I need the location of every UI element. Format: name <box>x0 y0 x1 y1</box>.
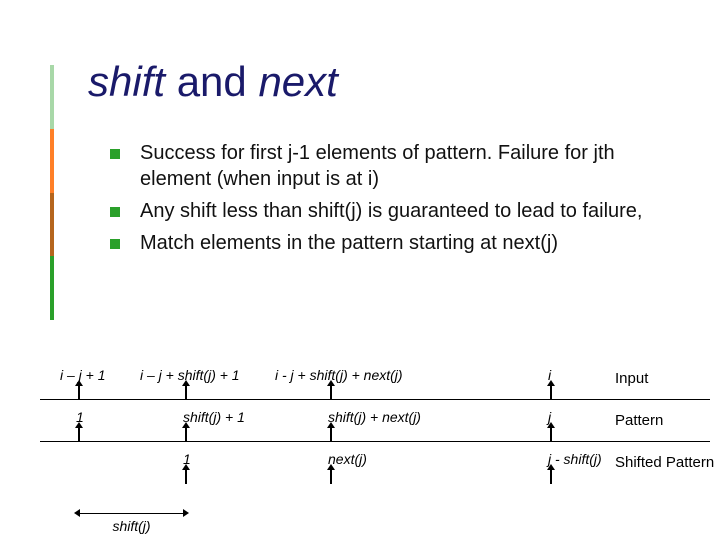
diagram-row-shifted: 1 next(j) j - shift(j) Shifted Pattern <box>40 454 710 484</box>
tick <box>550 470 552 484</box>
tick <box>550 386 552 400</box>
tick <box>550 428 552 442</box>
tick <box>330 470 332 484</box>
accent-seg-3 <box>50 256 54 320</box>
tick-label: 1 <box>183 451 191 467</box>
bullet-text: Success for first j-1 elements of patter… <box>140 140 670 192</box>
diagram-row-pattern: 1 shift(j) + 1 shift(j) + next(j) j Patt… <box>40 412 710 442</box>
tick-label: 1 <box>76 409 84 425</box>
bullet-list: Success for first j-1 elements of patter… <box>110 140 670 262</box>
tick <box>330 386 332 400</box>
tick <box>185 428 187 442</box>
tick <box>78 428 80 442</box>
bullet-marker-icon <box>110 239 120 249</box>
bullet-item: Match elements in the pattern starting a… <box>110 230 670 256</box>
arrow-left-icon <box>74 509 80 517</box>
tick-label: j - shift(j) <box>548 451 602 467</box>
alignment-diagram: i – j + 1 i – j + shift(j) + 1 i - j + s… <box>40 370 710 534</box>
title-word1: shift <box>88 58 165 105</box>
row-line <box>40 399 710 401</box>
accent-seg-1 <box>50 129 54 193</box>
tick-label: i - j + shift(j) + next(j) <box>275 367 403 383</box>
arrow-right-icon <box>183 509 189 517</box>
tick <box>185 470 187 484</box>
tick-label: shift(j) + next(j) <box>328 409 421 425</box>
shift-arrow-label: shift(j) <box>112 518 150 534</box>
row-line <box>40 441 710 443</box>
shift-arrow-row: shift(j) <box>40 494 710 524</box>
bullet-item: Any shift less than shift(j) is guarante… <box>110 198 670 224</box>
tick <box>78 386 80 400</box>
bullet-marker-icon <box>110 207 120 217</box>
row-label: Shifted Pattern <box>615 454 714 471</box>
slide-title: shift and next <box>88 58 338 106</box>
bullet-text: Any shift less than shift(j) is guarante… <box>140 198 670 224</box>
accent-bar <box>50 65 54 320</box>
double-arrow-icon: shift(j) <box>80 513 183 515</box>
tick-label: shift(j) + 1 <box>183 409 245 425</box>
title-word2: and <box>165 58 258 105</box>
bullet-marker-icon <box>110 149 120 159</box>
tick <box>330 428 332 442</box>
tick-label: i – j + 1 <box>60 367 106 383</box>
accent-seg-0 <box>50 65 54 129</box>
tick-label: i <box>548 367 551 383</box>
bullet-text: Match elements in the pattern starting a… <box>140 230 670 256</box>
row-label: Pattern <box>615 412 663 429</box>
tick <box>185 386 187 400</box>
accent-seg-2 <box>50 193 54 257</box>
title-word3: next <box>258 58 337 105</box>
tick-label: j <box>548 409 551 425</box>
tick-label: next(j) <box>328 451 367 467</box>
row-label: Input <box>615 370 648 387</box>
tick-label: i – j + shift(j) + 1 <box>140 367 240 383</box>
bullet-item: Success for first j-1 elements of patter… <box>110 140 670 192</box>
diagram-row-input: i – j + 1 i – j + shift(j) + 1 i - j + s… <box>40 370 710 400</box>
